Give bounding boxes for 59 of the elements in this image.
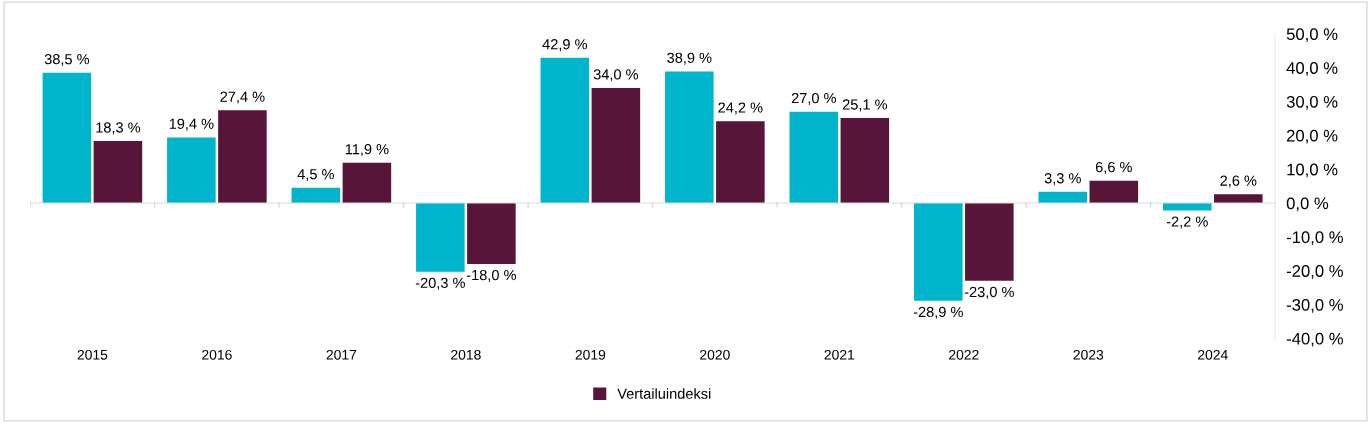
bar (467, 203, 516, 264)
data-label: -2,2 % (1166, 216, 1208, 229)
bar (291, 187, 341, 204)
data-label: 4,5 % (297, 169, 334, 182)
bar (716, 121, 765, 204)
x-tick-label: 2020 (700, 349, 730, 360)
y-tick-label: 30,0 % (1286, 95, 1338, 110)
y-tick-label: -20,0 % (1286, 265, 1343, 279)
data-label: 11,9 % (345, 144, 389, 157)
y-tick-label: 10,0 % (1287, 163, 1338, 178)
data-label: 25,1 % (842, 99, 888, 112)
x-tick-label: 2023 (1073, 349, 1104, 360)
y-tick-label: 0,0 % (1286, 197, 1329, 212)
y-tick-label: -10,0 % (1286, 231, 1343, 246)
data-label: 3,3 % (1044, 173, 1081, 186)
data-label: 24,2 % (718, 102, 763, 115)
bar (914, 203, 963, 301)
bar (167, 137, 216, 204)
y-tick-label: 40,0 % (1286, 62, 1338, 76)
bar (342, 162, 392, 204)
bar (218, 110, 267, 204)
legend-label: Vertailuindeksi (617, 388, 711, 399)
bar (42, 72, 92, 204)
x-tick-label: 2018 (451, 349, 481, 360)
data-label: 42,9 % (542, 39, 588, 52)
bar (1089, 180, 1139, 204)
x-tick-label: 2024 (1198, 349, 1228, 360)
data-label: -18,0 % (466, 269, 516, 282)
y-tick-label: -30,0 % (1286, 298, 1343, 313)
x-tick-label: 2019 (575, 349, 606, 360)
x-tick-label: 2022 (949, 349, 979, 360)
y-tick-label: 50,0 % (1286, 28, 1338, 43)
data-label: 27,4 % (220, 91, 265, 104)
data-label: 6,6 % (1095, 161, 1132, 174)
data-label: 27,0 % (791, 92, 836, 105)
data-label: 2,6 % (1220, 175, 1257, 188)
bar (416, 203, 465, 272)
data-label: 18,3 % (96, 122, 141, 135)
y-tick-label: 20,0 % (1286, 129, 1338, 144)
x-tick-label: 2016 (202, 349, 232, 360)
x-tick-label: 2021 (824, 349, 855, 360)
bar (965, 203, 1014, 281)
x-tick-label: 2017 (326, 349, 357, 360)
y-tick-label: -40,0 % (1286, 332, 1343, 347)
x-tick-label: 2015 (77, 349, 108, 360)
data-label: 34,0 % (593, 69, 639, 82)
bar (665, 71, 714, 204)
bar (540, 57, 590, 204)
data-label: -23,0 % (964, 286, 1014, 299)
bar (789, 111, 839, 204)
bar (1214, 194, 1263, 204)
bar (840, 118, 890, 204)
data-label: -28,9 % (913, 306, 963, 319)
bar (93, 141, 143, 204)
bar (591, 87, 641, 204)
data-label: -20,3 % (415, 277, 465, 290)
data-label: 38,5 % (44, 53, 90, 67)
data-label: 38,9 % (667, 52, 712, 65)
data-label: 19,4 % (169, 118, 214, 131)
